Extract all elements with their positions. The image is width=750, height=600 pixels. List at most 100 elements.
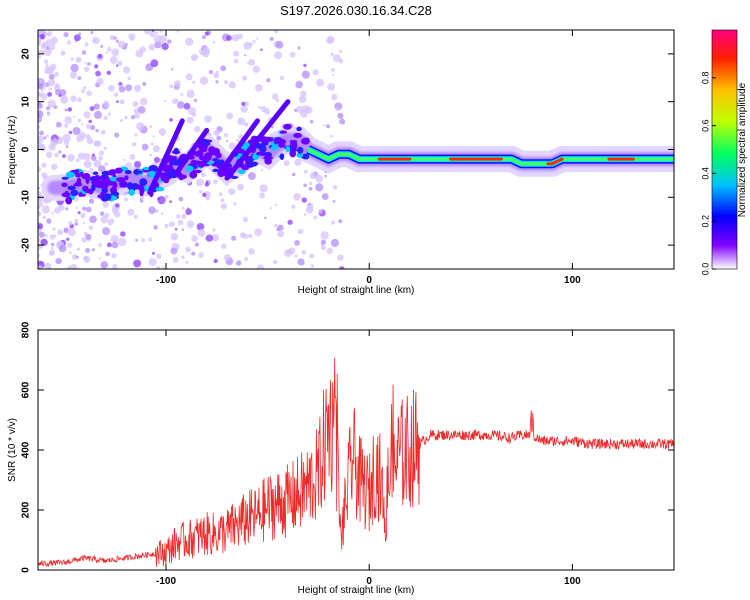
noise-blob <box>68 130 73 135</box>
noise-blob <box>109 56 118 64</box>
noise-blob <box>204 31 210 36</box>
noise-blob <box>38 143 46 151</box>
ridge-blob <box>215 152 222 159</box>
noise-blob <box>186 89 195 98</box>
noise-blob <box>312 69 319 76</box>
noise-blob <box>111 48 120 57</box>
noise-blob <box>66 40 72 45</box>
noise-blob <box>43 136 47 140</box>
noise-blob <box>169 84 174 89</box>
noise-blob <box>212 179 218 185</box>
noise-blob <box>133 214 138 219</box>
colorbar-label: Normalized spectral amplitude <box>737 82 748 217</box>
noise-blob <box>318 209 323 214</box>
noise-blob <box>152 135 156 138</box>
noise-blob <box>84 66 90 72</box>
noise-blob <box>243 101 249 107</box>
noise-blob <box>110 234 119 243</box>
noise-blob <box>179 148 182 152</box>
noise-blob <box>99 150 105 156</box>
ridge-blob <box>86 189 93 194</box>
noise-blob <box>321 193 329 201</box>
ridge-blob <box>78 192 83 197</box>
noise-blob <box>49 249 55 256</box>
noise-blob <box>304 169 308 174</box>
noise-blob <box>337 112 344 119</box>
noise-blob <box>118 82 122 86</box>
noise-blob <box>194 242 200 247</box>
snr-ytick-label: 200 <box>21 501 32 518</box>
noise-blob <box>67 107 73 112</box>
noise-blob <box>46 31 53 37</box>
noise-blob <box>252 65 261 73</box>
noise-blob <box>78 32 82 36</box>
noise-blob <box>153 34 162 43</box>
noise-blob <box>300 90 307 98</box>
noise-blob <box>46 106 51 111</box>
noise-blob <box>93 140 100 147</box>
noise-blob <box>134 133 138 137</box>
ridge-blob <box>124 170 132 175</box>
ridge-hot-segment <box>546 157 564 166</box>
noise-blob <box>216 70 219 74</box>
noise-blob <box>220 203 228 210</box>
noise-blob <box>72 126 81 136</box>
noise-blob <box>301 105 310 114</box>
noise-blob <box>153 156 160 163</box>
ridge-blob <box>92 171 99 176</box>
noise-blob <box>155 265 161 269</box>
chirp-streak <box>224 99 291 181</box>
noise-blob <box>181 206 185 210</box>
noise-blob <box>133 84 142 93</box>
noise-blob <box>228 188 236 196</box>
noise-blob <box>106 242 112 248</box>
noise-blob <box>125 84 133 92</box>
ridge-blob <box>131 183 138 188</box>
noise-blob <box>111 241 119 249</box>
noise-blob <box>52 227 56 231</box>
noise-blob <box>233 58 239 64</box>
noise-blob <box>274 51 283 60</box>
colorbar-tick-label: 0.6 <box>700 119 710 132</box>
noise-blob <box>100 45 104 48</box>
noise-blob <box>155 209 159 213</box>
noise-blob <box>38 54 42 59</box>
noise-blob <box>220 198 225 203</box>
noise-blob <box>119 119 124 123</box>
noise-blob <box>99 211 105 216</box>
noise-blob <box>42 215 47 220</box>
noise-blob <box>315 183 324 192</box>
noise-blob <box>294 254 298 258</box>
noise-blob <box>38 201 44 208</box>
noise-blob <box>80 212 86 219</box>
noise-blob <box>221 243 227 249</box>
noise-blob <box>233 202 237 206</box>
noise-blob <box>128 33 136 41</box>
snr-ytick-label: 600 <box>21 381 32 398</box>
noise-blob <box>246 62 250 65</box>
noise-blob <box>117 40 126 49</box>
noise-blob <box>46 134 49 138</box>
noise-blob <box>149 125 152 128</box>
ridge-blob <box>61 176 69 180</box>
noise-blob <box>176 30 179 33</box>
noise-blob <box>150 142 154 146</box>
noise-blob <box>133 112 141 119</box>
ridge-blob <box>102 193 112 201</box>
noise-blob <box>142 81 147 87</box>
noise-blob <box>129 154 136 160</box>
noise-blob <box>43 198 49 204</box>
noise-blob <box>50 36 58 45</box>
noise-blob <box>75 158 80 163</box>
noise-blob <box>127 208 135 216</box>
noise-blob <box>149 31 156 38</box>
noise-blob <box>88 225 94 231</box>
noise-blob <box>148 206 156 215</box>
noise-blob <box>191 235 199 242</box>
ridge-blob <box>196 149 204 157</box>
noise-blob <box>77 76 82 81</box>
noise-blob <box>96 77 104 86</box>
noise-blob <box>54 234 57 238</box>
noise-blob <box>239 119 242 122</box>
